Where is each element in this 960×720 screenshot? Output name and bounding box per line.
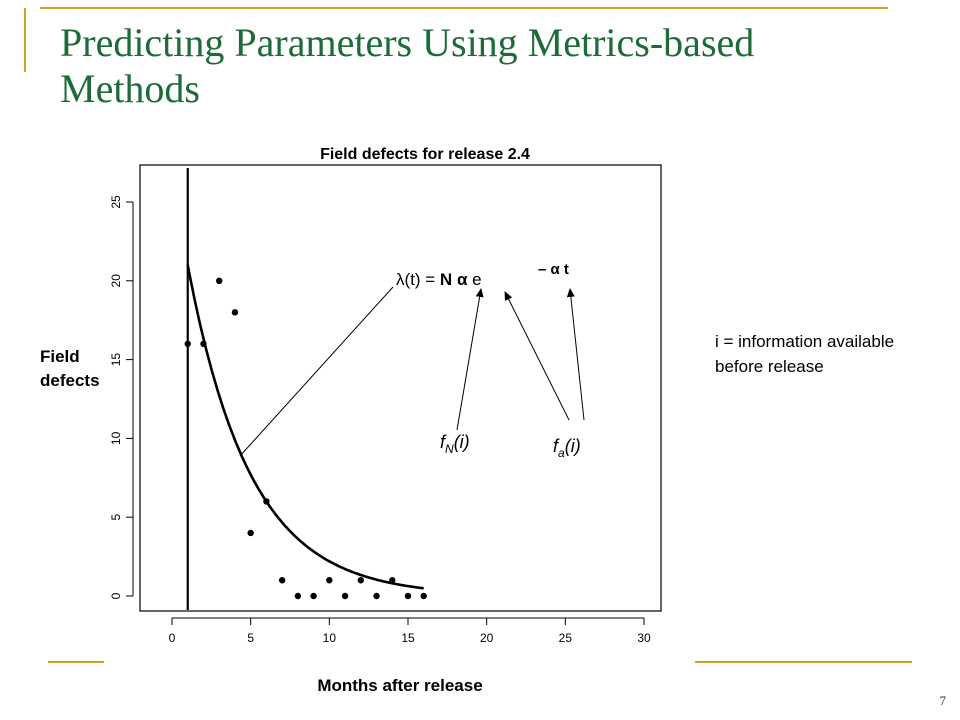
fN-label: fN(i) bbox=[440, 432, 470, 456]
fN-arrow bbox=[456, 288, 484, 431]
x-tick-label-20: 20 bbox=[480, 631, 494, 645]
page-number: 7 bbox=[939, 693, 947, 708]
fN-arg: (i) bbox=[454, 432, 470, 452]
data-point bbox=[231, 309, 239, 316]
footer-rule-right bbox=[695, 661, 912, 663]
data-point bbox=[389, 577, 396, 584]
curve-pointer-line bbox=[239, 286, 394, 457]
footer-rule-left bbox=[48, 661, 104, 663]
equation-text: λ(t) = N α e bbox=[396, 270, 482, 289]
x-tick-label-15: 15 bbox=[401, 631, 415, 645]
fa-subscript: a bbox=[558, 446, 565, 460]
data-point bbox=[310, 592, 317, 600]
data-point bbox=[294, 592, 302, 600]
x-axis-title: Months after release bbox=[317, 676, 483, 695]
data-point bbox=[200, 340, 207, 348]
data-point bbox=[184, 340, 191, 348]
data-point bbox=[263, 498, 270, 505]
fa-f: f bbox=[553, 436, 560, 456]
data-point bbox=[341, 592, 349, 600]
equation-prefix: λ(t) = bbox=[396, 270, 440, 289]
fN-subscript: N bbox=[445, 442, 454, 456]
x-tick-label-10: 10 bbox=[323, 631, 337, 645]
data-point bbox=[326, 577, 333, 584]
equation-e: e bbox=[472, 270, 481, 289]
equation-N: N bbox=[440, 270, 452, 289]
plot-frame bbox=[139, 164, 662, 612]
side-note: i = information available before release bbox=[715, 332, 895, 376]
y-tick-label-5: 5 bbox=[109, 514, 123, 521]
fa-arg: (i) bbox=[565, 436, 581, 456]
data-point bbox=[373, 592, 380, 600]
x-tick-label-0: 0 bbox=[169, 631, 176, 645]
fitted-curve bbox=[186, 264, 424, 590]
y-tick-label-20: 20 bbox=[109, 274, 123, 288]
x-tick-label-30: 30 bbox=[637, 631, 651, 645]
slide-title: Predicting Parameters Using Metrics-base… bbox=[60, 20, 755, 111]
data-point bbox=[357, 577, 364, 584]
fa-label: fa(i) bbox=[553, 436, 581, 460]
data-point bbox=[420, 592, 427, 600]
data-point bbox=[404, 592, 412, 600]
y-tick-label-10: 10 bbox=[109, 431, 123, 445]
equation-exponent: – α t bbox=[538, 261, 569, 278]
chart-title: Field defects for release 2.4 bbox=[320, 146, 530, 163]
fa-arrow-to-alpha bbox=[504, 291, 570, 421]
fN-f: f bbox=[440, 432, 447, 452]
y-tick-label-25: 25 bbox=[109, 195, 123, 209]
data-point bbox=[247, 529, 254, 537]
x-tick-label-25: 25 bbox=[559, 631, 573, 645]
title-rule-left bbox=[24, 8, 26, 72]
y-tick-label-15: 15 bbox=[109, 353, 123, 367]
data-point bbox=[278, 577, 286, 584]
title-rule-top bbox=[40, 7, 888, 9]
x-tick-label-5: 5 bbox=[247, 631, 254, 645]
y-tick-label-0: 0 bbox=[109, 592, 123, 599]
equation-alpha: α bbox=[457, 270, 468, 289]
fa-arrow-to-exponent bbox=[566, 288, 585, 421]
y-axis-title: Field defects bbox=[40, 347, 100, 390]
data-point bbox=[216, 277, 223, 284]
